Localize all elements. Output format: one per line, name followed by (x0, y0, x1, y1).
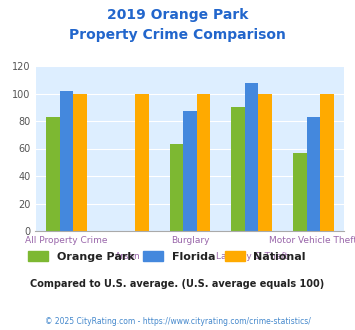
Text: Arson: Arson (115, 252, 141, 261)
Bar (197, 93, 210, 231)
Text: Larceny & Theft: Larceny & Theft (215, 252, 288, 261)
Text: Property Crime Comparison: Property Crime Comparison (69, 28, 286, 42)
Text: Compared to U.S. average. (U.S. average equals 100): Compared to U.S. average. (U.S. average … (31, 279, 324, 289)
Bar (293, 152, 307, 231)
Bar (231, 107, 245, 231)
Text: © 2025 CityRating.com - https://www.cityrating.com/crime-statistics/: © 2025 CityRating.com - https://www.city… (45, 317, 310, 326)
Legend: Orange Park, Florida, National: Orange Park, Florida, National (23, 247, 310, 266)
Text: 2019 Orange Park: 2019 Orange Park (107, 8, 248, 22)
Bar (258, 93, 272, 231)
Bar (60, 91, 73, 231)
Bar (46, 117, 60, 231)
Bar (245, 82, 258, 231)
Bar (135, 93, 148, 231)
Bar (73, 93, 87, 231)
Bar (320, 93, 334, 231)
Bar (183, 112, 197, 231)
Bar (307, 117, 320, 231)
Bar (170, 145, 183, 231)
